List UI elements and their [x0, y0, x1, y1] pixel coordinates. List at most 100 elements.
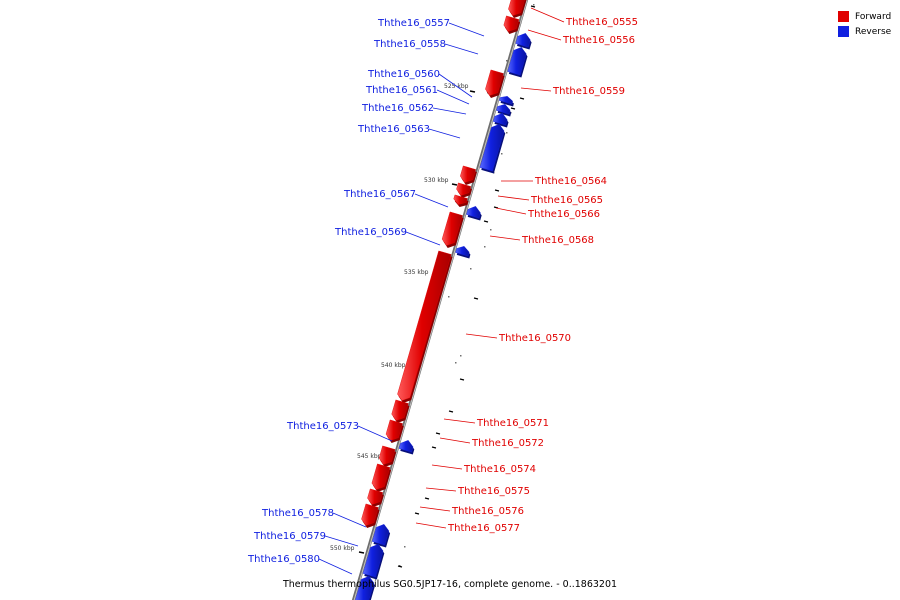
gene-arrow [455, 246, 470, 257]
gene-ththe16-0574[interactable] [378, 445, 397, 467]
gene-arrow [485, 69, 504, 96]
minor-tick [533, 4, 535, 6]
legend: Forward Reverse [838, 9, 891, 39]
minor-tick [506, 60, 508, 62]
gene-label[interactable]: Ththe16_0572 [471, 438, 544, 449]
scale-tick-mark [469, 90, 476, 93]
gene-label[interactable]: Ththe16_0567 [343, 189, 416, 200]
gene-arrow [515, 33, 531, 48]
gene-arrow [496, 104, 511, 115]
minor-tick [470, 268, 472, 270]
gene-label[interactable]: Ththe16_0564 [534, 176, 607, 187]
gene-arrow [453, 194, 468, 205]
gene-label[interactable]: Ththe16_0566 [527, 209, 600, 220]
gene-label[interactable]: Ththe16_0558 [373, 39, 446, 50]
gene-leader-line [405, 231, 441, 246]
gene-ththe16-0560[interactable] [499, 96, 514, 107]
gene-arrow [441, 211, 463, 246]
gene-arrow [493, 113, 508, 126]
gene-leader-line [465, 333, 498, 339]
gene-ththe16-0565[interactable] [456, 182, 473, 198]
tick-mark [414, 512, 420, 515]
gene-arrow [507, 47, 527, 76]
gene-label[interactable]: Ththe16_0571 [476, 418, 549, 429]
gene-arrow [361, 503, 379, 526]
gene-ththe16-0571[interactable] [391, 399, 410, 423]
forward-swatch [838, 11, 849, 22]
minor-tick [448, 296, 450, 298]
gene-leader-line [444, 43, 479, 55]
gene-ththe16-0566[interactable] [453, 194, 469, 207]
gene-ththe16-0573[interactable] [398, 440, 415, 455]
gene-ththe16-0569[interactable] [455, 246, 471, 259]
gene-label[interactable]: Ththe16_0570 [498, 333, 571, 344]
gene-ththe16-0575[interactable] [371, 463, 392, 492]
gene-label[interactable]: Ththe16_0576 [451, 506, 524, 517]
gene-arrow [367, 488, 383, 505]
gene-ththe16-0580[interactable] [355, 576, 376, 600]
gene-leader-line [520, 87, 552, 92]
gene-ththe16-0570[interactable] [397, 250, 453, 403]
gene-ththe16-0579[interactable] [362, 544, 385, 580]
tick-mark [510, 107, 516, 110]
gene-arrow [460, 165, 476, 183]
gene-label[interactable]: Ththe16_0578 [261, 508, 334, 519]
gene-ththe16-0561[interactable] [496, 104, 512, 117]
gene-label[interactable]: Ththe16_0579 [253, 531, 326, 542]
gene-leader-line [425, 487, 457, 492]
gene-ththe16-0572[interactable] [385, 419, 404, 443]
gene-label[interactable]: Ththe16_0580 [247, 554, 320, 565]
gene-label[interactable]: Ththe16_0575 [457, 486, 530, 497]
minor-tick [399, 565, 401, 567]
gene-ththe16-0558[interactable] [507, 47, 528, 78]
tick-mark [397, 565, 403, 568]
genome-caption: Thermus thermophilus SG0.5JP17-16, compl… [282, 579, 618, 590]
reverse-swatch [838, 26, 849, 37]
gene-ththe16-0562[interactable] [493, 113, 509, 128]
gene-ththe16-0564[interactable] [460, 165, 477, 185]
gene-label[interactable]: Ththe16_0561 [365, 85, 438, 96]
gene-leader-line [497, 195, 530, 201]
gene-label[interactable]: Ththe16_0559 [552, 86, 625, 97]
gene-arrow [508, 0, 525, 16]
minor-tick [506, 132, 508, 134]
gene-ththe16-0577[interactable] [361, 503, 380, 528]
gene-arrow [398, 440, 414, 453]
gene-arrow [397, 250, 452, 401]
scale-tick-label: 545 kbp [357, 453, 382, 460]
backbone-highlight [353, 0, 528, 600]
gene-label[interactable]: Ththe16_0574 [463, 464, 536, 475]
gene-ththe16-0555[interactable] [508, 0, 527, 18]
gene-ththe16-0568[interactable] [441, 211, 464, 248]
gene-leader-line [530, 7, 565, 23]
gene-ththe16-0576[interactable] [367, 488, 384, 507]
gene-leader-line [439, 437, 471, 444]
gene-ththe16-0559[interactable] [485, 69, 505, 98]
gene-ththe16-0563[interactable] [479, 124, 506, 174]
gene-arrow [503, 15, 520, 32]
gene-label[interactable]: Ththe16_0573 [286, 421, 359, 432]
gene-leader-line [414, 193, 449, 208]
gene-label[interactable]: Ththe16_0560 [367, 69, 440, 80]
gene-label[interactable]: Ththe16_0562 [361, 103, 434, 114]
minor-tick [490, 229, 492, 231]
gene-label[interactable]: Ththe16_0556 [562, 35, 635, 46]
gene-label[interactable]: Ththe16_0563 [357, 124, 430, 135]
gene-ththe16-0567[interactable] [466, 206, 482, 221]
minor-tick [460, 355, 462, 357]
gene-label[interactable]: Ththe16_0568 [521, 235, 594, 246]
gene-arrow [466, 206, 481, 219]
minor-tick [455, 362, 457, 364]
gene-label[interactable]: Ththe16_0569 [334, 227, 407, 238]
gene-ththe16-0556[interactable] [503, 15, 521, 34]
gene-ththe16-0557[interactable] [515, 33, 532, 50]
gene-label[interactable]: Ththe16_0565 [530, 195, 603, 206]
gene-label[interactable]: Ththe16_0577 [447, 523, 520, 534]
gene-ththe16-0578[interactable] [372, 524, 391, 548]
gene-label[interactable]: Ththe16_0555 [565, 17, 638, 28]
legend-reverse: Reverse [838, 24, 891, 39]
tick-mark [519, 97, 525, 100]
gene-label[interactable]: Ththe16_0557 [377, 18, 450, 29]
gene-leader-line [527, 29, 562, 41]
tick-mark [431, 446, 437, 449]
